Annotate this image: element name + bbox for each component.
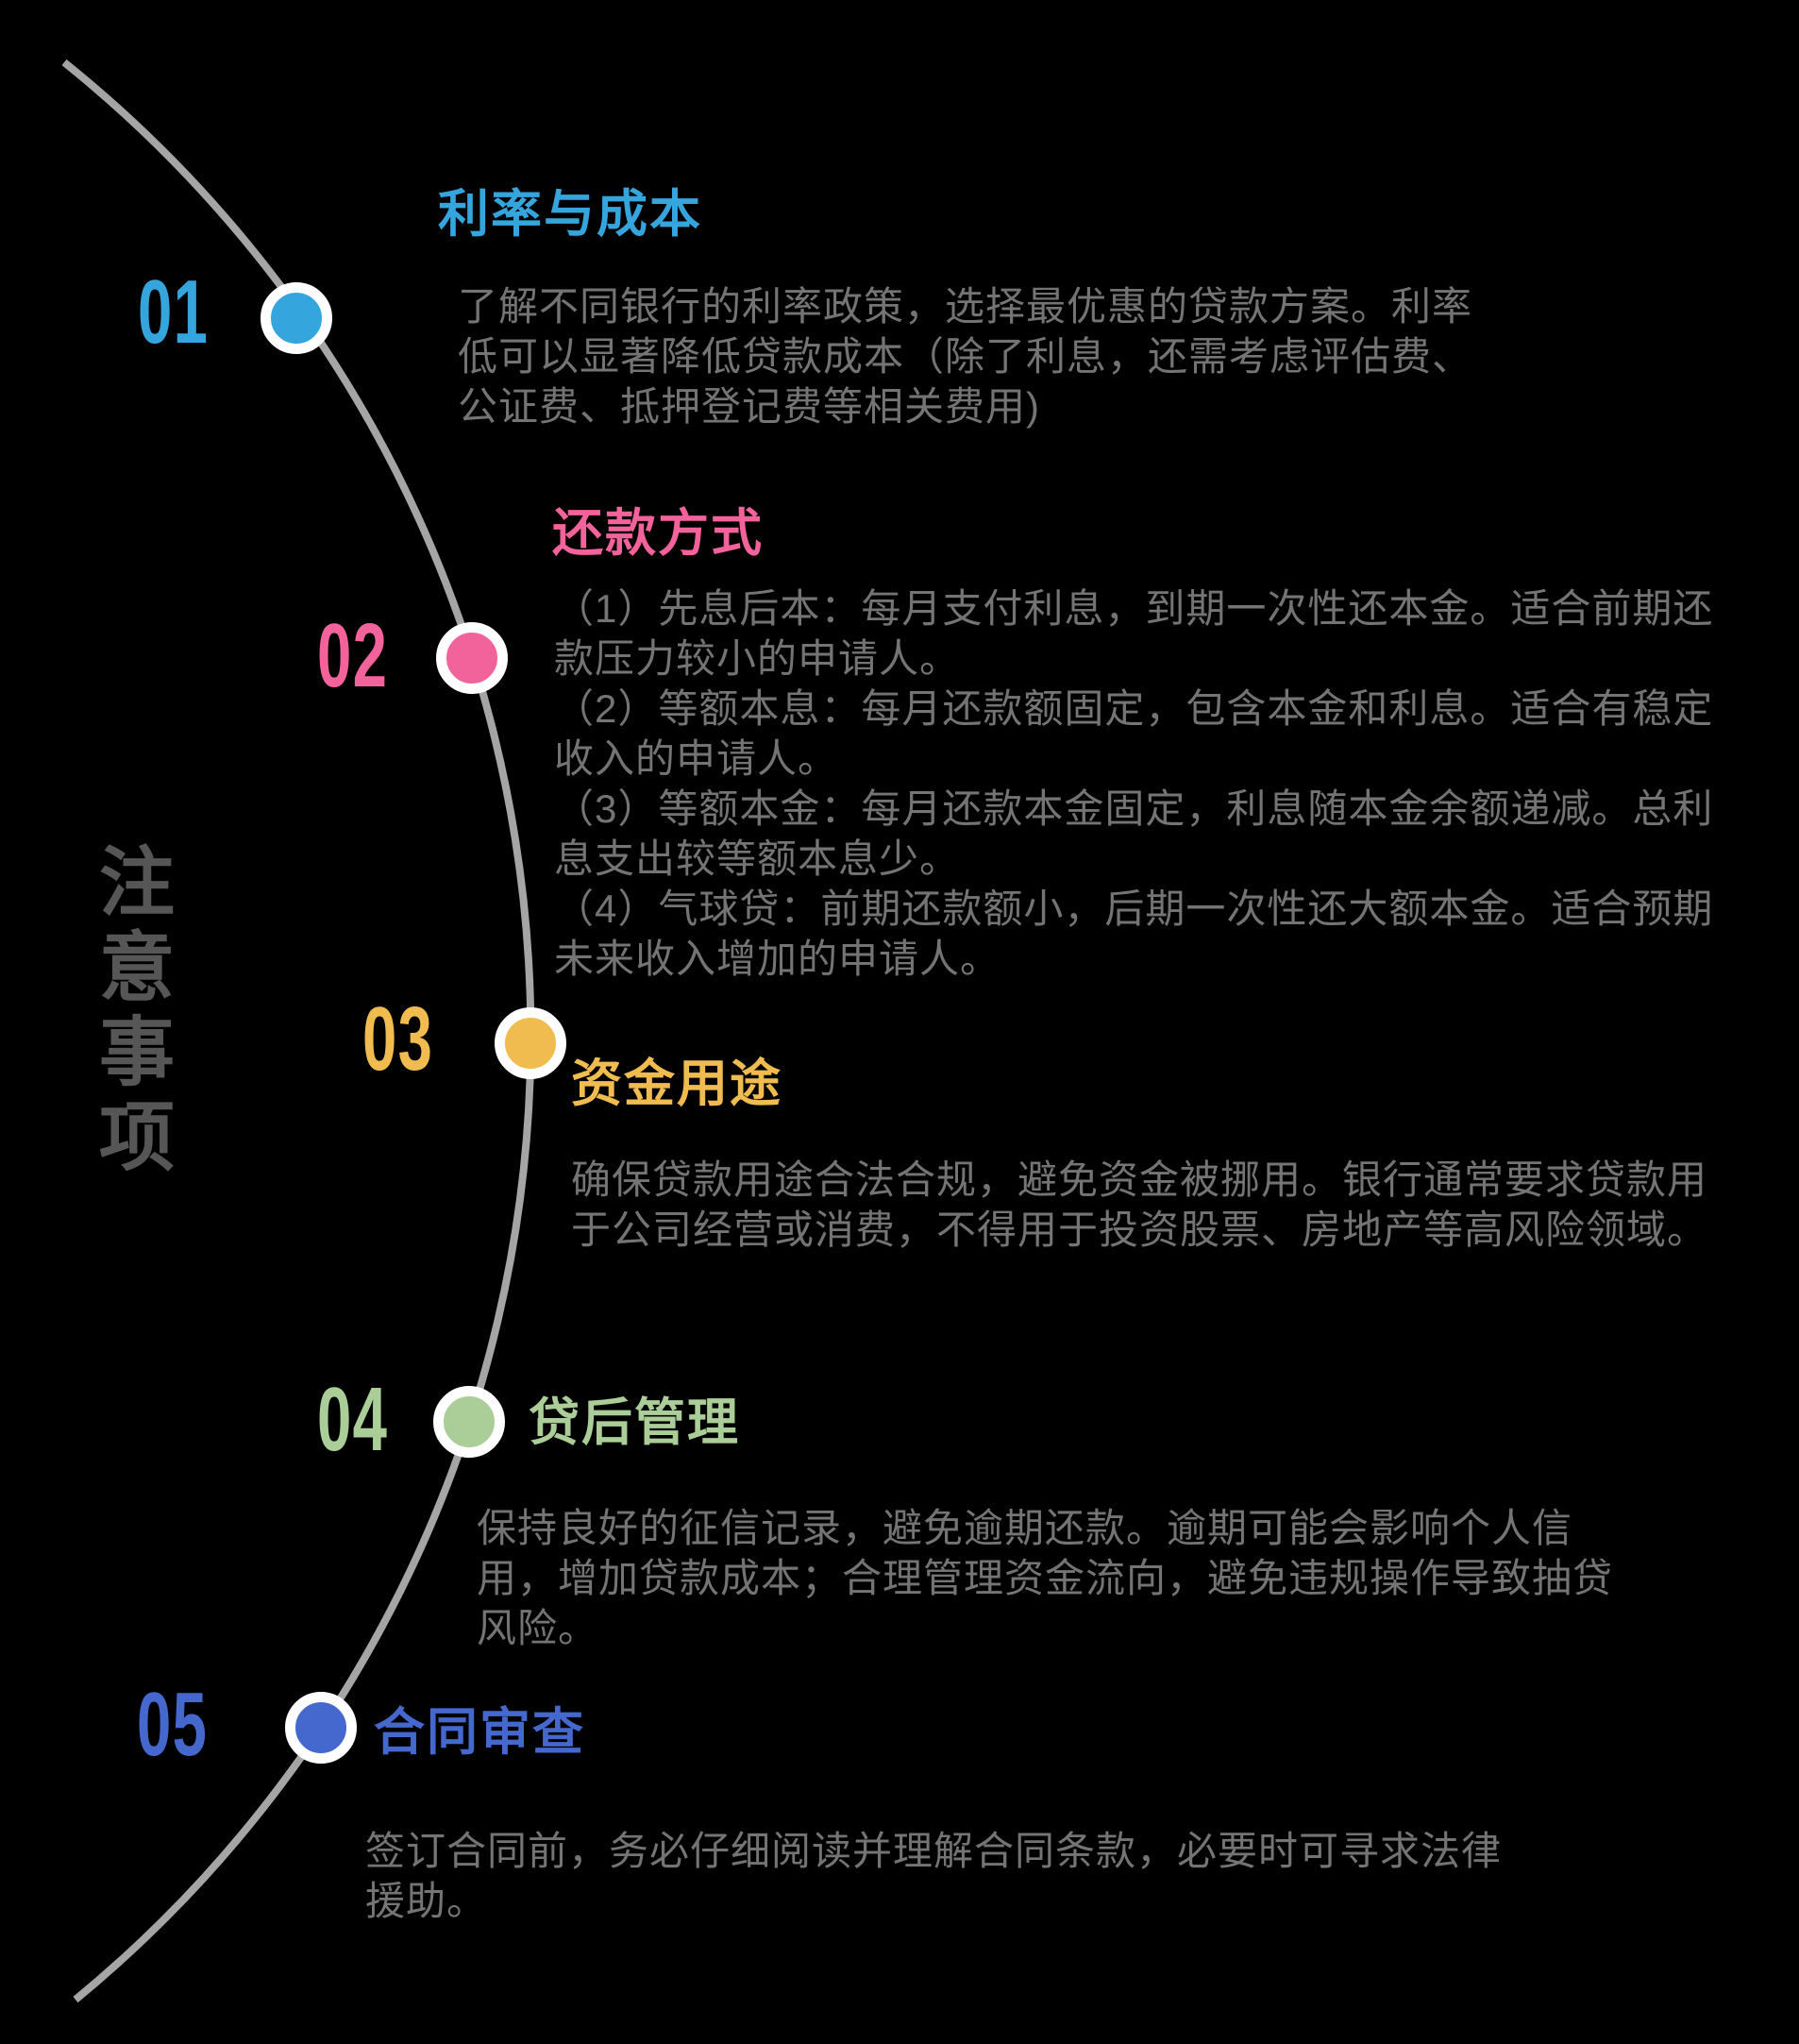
body-line: （3）等额本金：每月还款本金固定，利息随本金余额递减。总利: [554, 786, 1714, 831]
body-line: （2）等额本息：每月还款额固定，包含本金和利息。适合有稳定: [554, 686, 1714, 731]
body-line: （4）气球贷：前期还款额小，后期一次性还大额本金。适合预期: [554, 887, 1714, 931]
step-title: 利率与成本: [438, 186, 702, 243]
body-line: 用，增加贷款成本；合理管理资金流向，避免违规操作导致抽贷: [477, 1556, 1614, 1600]
step-dot-icon: [261, 282, 332, 354]
step-dot-icon: [495, 1007, 566, 1079]
body-line: 签订合同前，务必仔细阅读并理解合同条款，必要时可寻求法律: [365, 1829, 1503, 1873]
body-line: 于公司经营或消费，不得用于投资股票、房地产等高风险领域。: [571, 1208, 1708, 1252]
step-number: 02: [317, 605, 389, 706]
body-line: 低可以显著降低贷款成本（除了利息，还需考虑评估费、: [458, 334, 1473, 379]
body-line: 款压力较小的申请人。: [554, 636, 961, 681]
body-line: 风险。: [477, 1606, 599, 1650]
step-number: 03: [362, 988, 434, 1090]
step-number: 05: [137, 1674, 209, 1775]
step-dot-icon: [285, 1692, 357, 1764]
step-title: 合同审查: [374, 1704, 585, 1761]
body-line: 息支出较等额本息少。: [554, 836, 961, 881]
step-body: 签订合同前，务必仔细阅读并理解合同条款，必要时可寻求法律 援助。: [365, 1826, 1555, 1926]
step-title: 贷后管理: [529, 1394, 740, 1451]
step-dot-icon: [436, 622, 508, 694]
step-body: （1）先息后本：每月支付利息，到期一次性还本金。适合前期还 款压力较小的申请人。…: [554, 583, 1799, 984]
body-line: 保持良好的征信记录，避免逾期还款。逾期可能会影响个人信: [477, 1506, 1573, 1550]
step-body: 确保贷款用途合法合规，避免资金被挪用。银行通常要求贷款用 于公司经营或消费，不得…: [571, 1155, 1760, 1255]
body-line: 收入的申请人。: [554, 736, 839, 781]
step-body: 了解不同银行的利率政策，选择最优惠的贷款方案。利率 低可以显著降低贷款成本（除了…: [458, 281, 1553, 431]
body-line: 公证费、抵押登记费等相关费用): [458, 384, 1040, 429]
page-title-vertical: 注意事项: [89, 842, 173, 1182]
body-line: 援助。: [365, 1879, 488, 1923]
step-title: 资金用途: [571, 1056, 782, 1112]
step-dot-icon: [433, 1386, 505, 1458]
step-body: 保持良好的征信记录，避免逾期还款。逾期可能会影响个人信 用，增加贷款成本；合理管…: [477, 1503, 1694, 1653]
body-line: 了解不同银行的利率政策，选择最优惠的贷款方案。利率: [458, 284, 1473, 329]
body-line: 未来收入增加的申请人。: [554, 937, 1001, 981]
body-line: 确保贷款用途合法合规，避免资金被挪用。银行通常要求贷款用: [571, 1157, 1708, 1202]
step-number: 04: [317, 1369, 389, 1470]
step-number: 01: [138, 262, 210, 363]
step-title: 还款方式: [552, 505, 764, 562]
body-line: （1）先息后本：每月支付利息，到期一次性还本金。适合前期还: [554, 586, 1714, 631]
